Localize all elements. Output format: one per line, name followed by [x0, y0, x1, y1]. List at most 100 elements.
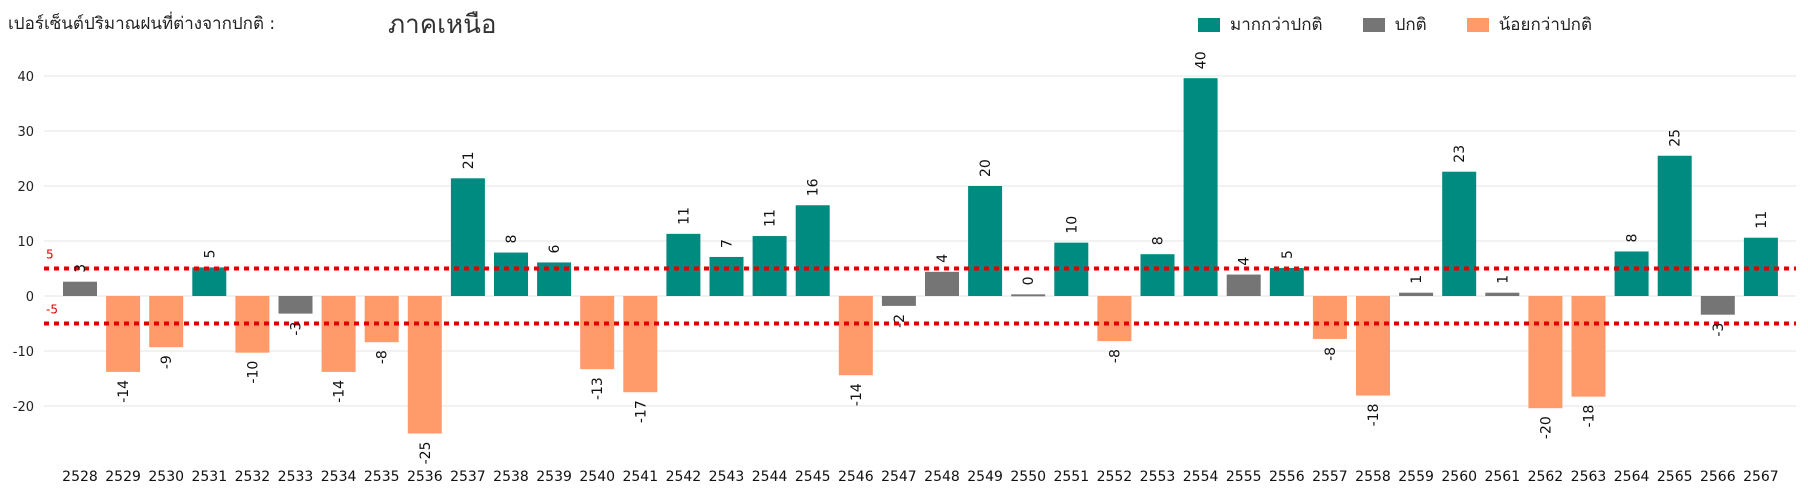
- data-label: -25: [418, 442, 434, 465]
- x-tick-label: 2529: [105, 469, 141, 485]
- legend-label-above-normal: มากกว่าปกติ: [1230, 15, 1323, 35]
- y-tick-label: 20: [17, 180, 34, 195]
- bar: [925, 271, 959, 296]
- y-tick-label: -20: [13, 400, 34, 415]
- bar: [1226, 274, 1261, 296]
- x-tick-label: 2559: [1398, 469, 1434, 485]
- x-tick-label: 2558: [1355, 469, 1391, 485]
- bar: [580, 296, 615, 370]
- x-tick-label: 2549: [967, 469, 1003, 485]
- x-tick-label: 2540: [579, 469, 615, 485]
- y-tick-label: 30: [17, 125, 34, 140]
- legend-item-below-normal: น้อยกว่าปกติ: [1466, 11, 1592, 38]
- data-label: 25: [1668, 129, 1684, 147]
- x-tick-label: 2550: [1010, 469, 1046, 485]
- data-label: 1: [1409, 275, 1425, 284]
- data-label: 7: [720, 239, 736, 248]
- x-tick-label: 2551: [1053, 469, 1089, 485]
- data-label: 8: [1151, 236, 1167, 245]
- x-tick-label: 2553: [1140, 469, 1176, 485]
- x-tick-label: 2562: [1528, 469, 1564, 485]
- data-label: -2: [892, 314, 908, 328]
- x-tick-label: 2555: [1226, 469, 1262, 485]
- bar: [1399, 292, 1434, 296]
- data-label: 21: [461, 151, 477, 169]
- y-tick-label: 0: [26, 290, 34, 305]
- data-label: -14: [849, 383, 865, 406]
- bar: [494, 252, 528, 296]
- x-tick-label: 2545: [795, 469, 831, 485]
- x-tick-label: 2564: [1614, 469, 1650, 485]
- y-tick-label: 10: [17, 235, 34, 250]
- bar: [1312, 296, 1347, 339]
- legend-label-below-normal: น้อยกว่าปกติ: [1498, 15, 1592, 35]
- data-label: 11: [676, 207, 692, 225]
- bar: [450, 178, 485, 296]
- data-label: -14: [116, 380, 132, 403]
- bar: [1485, 292, 1520, 296]
- bar: [1097, 296, 1132, 342]
- x-tick-label: 2535: [364, 469, 400, 485]
- x-tick-label: 2563: [1571, 469, 1607, 485]
- x-tick-label: 2543: [709, 469, 745, 485]
- legend: มากกว่าปกติ ปกติ น้อยกว่าปกติ: [1198, 11, 1592, 38]
- bar: [1140, 254, 1175, 296]
- data-label: 40: [1194, 51, 1210, 69]
- data-label: 23: [1452, 145, 1468, 163]
- chart-header-label: เปอร์เซ็นต์ปริมาณฝนที่ต่างจากปกติ :: [8, 14, 276, 34]
- bar: [407, 296, 442, 434]
- data-label: -18: [1582, 405, 1598, 428]
- y-tick-label: 40: [17, 70, 34, 85]
- data-label: 3: [73, 264, 89, 273]
- reference-line-label: -5: [46, 303, 58, 317]
- legend-swatch-normal: [1362, 17, 1385, 32]
- bar: [63, 281, 97, 296]
- data-label: 11: [763, 209, 779, 227]
- bar: [1657, 155, 1692, 296]
- bar: [1442, 171, 1477, 296]
- data-label: 5: [1280, 250, 1296, 259]
- x-tick-label: 2533: [278, 469, 314, 485]
- bar: [192, 267, 227, 296]
- data-label: -8: [1107, 349, 1123, 363]
- data-label: -20: [1538, 416, 1554, 439]
- bar: [709, 256, 744, 296]
- data-label: -9: [159, 355, 175, 369]
- data-label: -8: [1323, 347, 1339, 361]
- bar: [666, 233, 701, 296]
- bar: [1269, 267, 1304, 296]
- bar: [364, 296, 399, 343]
- x-tick-label: 2542: [666, 469, 702, 485]
- x-tick-label: 2541: [622, 469, 658, 485]
- x-tick-label: 2537: [450, 469, 486, 485]
- legend-swatch-above-normal: [1198, 17, 1220, 32]
- data-label: 10: [1064, 216, 1080, 234]
- bar: [752, 236, 787, 296]
- data-label: 16: [806, 178, 822, 196]
- bar: [1700, 296, 1735, 315]
- bar: [321, 296, 356, 372]
- bar: [881, 296, 916, 306]
- bar: [1528, 296, 1563, 409]
- legend-label-normal: ปกติ: [1394, 15, 1427, 35]
- data-label: 0: [1021, 276, 1037, 285]
- bar: [1356, 296, 1390, 396]
- x-tick-label: 2532: [235, 469, 271, 485]
- x-tick-label: 2530: [148, 469, 184, 485]
- data-label: -14: [332, 380, 348, 403]
- data-label: 5: [202, 249, 218, 258]
- data-label: 6: [547, 244, 563, 253]
- data-label: 11: [1754, 211, 1770, 229]
- x-tick-label: 2566: [1700, 469, 1736, 485]
- reference-line-label: 5: [46, 248, 54, 262]
- bar: [1743, 237, 1778, 296]
- data-label: -8: [375, 350, 391, 364]
- x-tick-label: 2556: [1269, 469, 1305, 485]
- x-tick-label: 2547: [881, 469, 917, 485]
- x-tick-label: 2539: [536, 469, 572, 485]
- x-tick-label: 2548: [924, 469, 960, 485]
- data-label: -17: [633, 400, 649, 423]
- bar: [1011, 294, 1046, 297]
